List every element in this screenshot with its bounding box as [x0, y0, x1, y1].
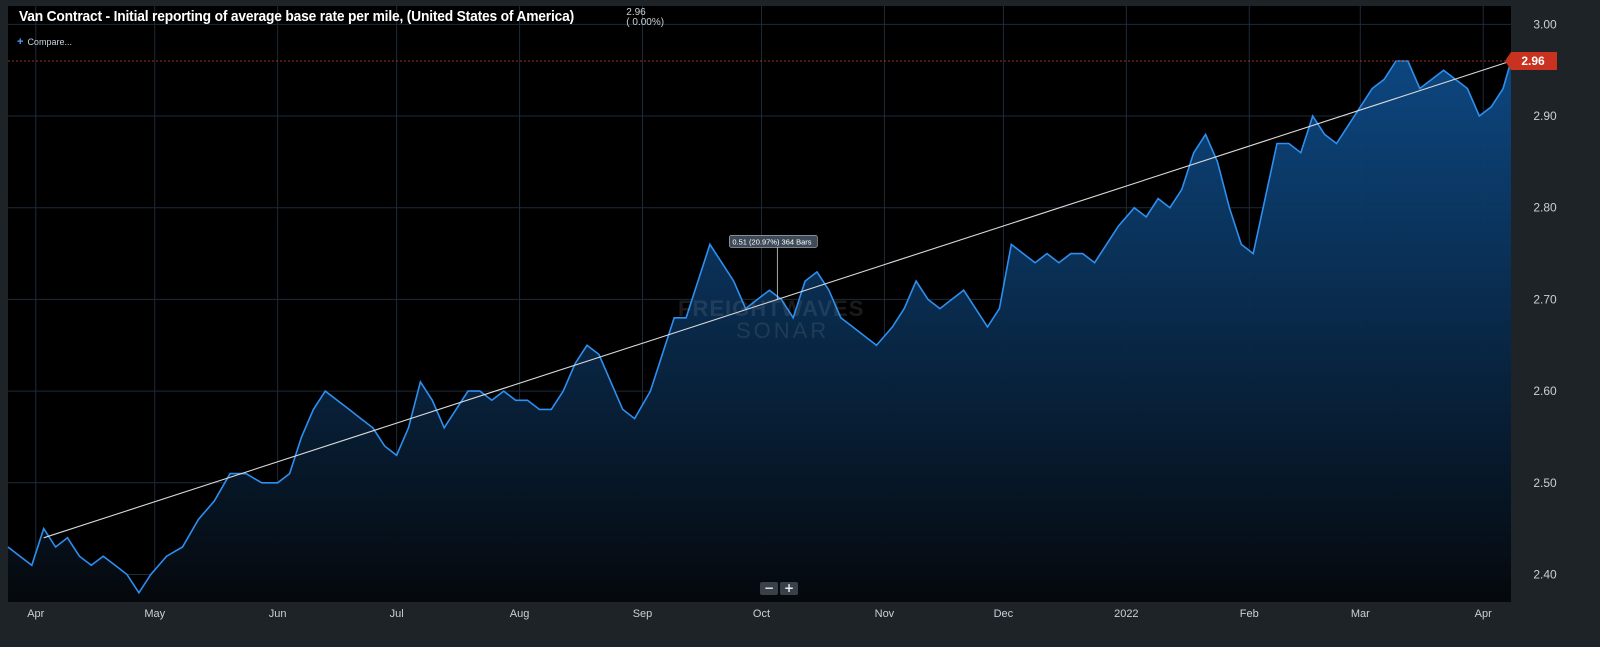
header-change: ( 0.00%): [626, 17, 665, 28]
chart-title: Van Contract - Initial reporting of aver…: [19, 8, 575, 25]
x-tick-label: Feb: [1240, 608, 1259, 620]
x-tick-label: Apr: [27, 608, 44, 620]
x-tick-label: Oct: [753, 608, 770, 620]
x-tick-label: Apr: [1475, 608, 1492, 620]
compare-label: Compare...: [27, 37, 72, 47]
plus-icon: +: [17, 36, 24, 48]
x-tick-label: May: [144, 608, 165, 620]
x-tick-label: Sep: [633, 608, 653, 620]
header-last-price: 2.96: [626, 7, 646, 18]
y-tick-label: 2.70: [1533, 292, 1557, 306]
header-last-value: 2.96 ( 0.00%): [626, 8, 664, 28]
y-tick-label: 2.40: [1533, 567, 1557, 581]
y-tick-label: 2.90: [1533, 109, 1557, 123]
last-value-marker: 2.96: [1505, 52, 1557, 71]
trend-annotation: 0.51 (20.97%) 364 Bars: [729, 235, 818, 248]
axis-panel: [1511, 6, 1571, 602]
x-tick-label: Jun: [269, 608, 287, 620]
x-tick-label: Jul: [390, 608, 404, 620]
y-tick-label: 3.00: [1533, 17, 1557, 31]
series-line[interactable]: [7, 60, 1512, 595]
area-fill: [8, 61, 1511, 602]
x-tick-label: Aug: [510, 608, 530, 620]
annotation-label: 0.51 (20.97%) 364 Bars: [732, 237, 811, 246]
y-tick-label: 2.80: [1533, 201, 1557, 215]
annotation-box: [729, 235, 818, 248]
x-tick-label: Dec: [994, 608, 1014, 620]
y-tick-label: 2.60: [1533, 384, 1557, 398]
zoom-controls: − +: [760, 582, 798, 595]
x-axis-ticks: Apr May Jun Jul Aug Sep Oct Nov Dec 2022 Feb Mar Apr: [27, 608, 1492, 620]
chart-header: Van Contract - Initial reporting of aver…: [19, 8, 664, 28]
last-value-label: 2.96: [1521, 54, 1545, 68]
compare-button[interactable]: + Compare...: [17, 36, 72, 48]
last-value-arrow: [1505, 52, 1557, 71]
zoom-in-button[interactable]: +: [780, 582, 798, 595]
x-tick-label: 2022: [1114, 608, 1138, 620]
y-tick-label: 2.50: [1533, 476, 1557, 490]
x-tick-label: Nov: [875, 608, 895, 620]
y-axis-ticks: 2.40 2.50 2.60 2.70 2.80 2.90 3.00: [1533, 17, 1557, 581]
zoom-out-button[interactable]: −: [760, 582, 778, 595]
x-tick-label: Mar: [1351, 608, 1370, 620]
